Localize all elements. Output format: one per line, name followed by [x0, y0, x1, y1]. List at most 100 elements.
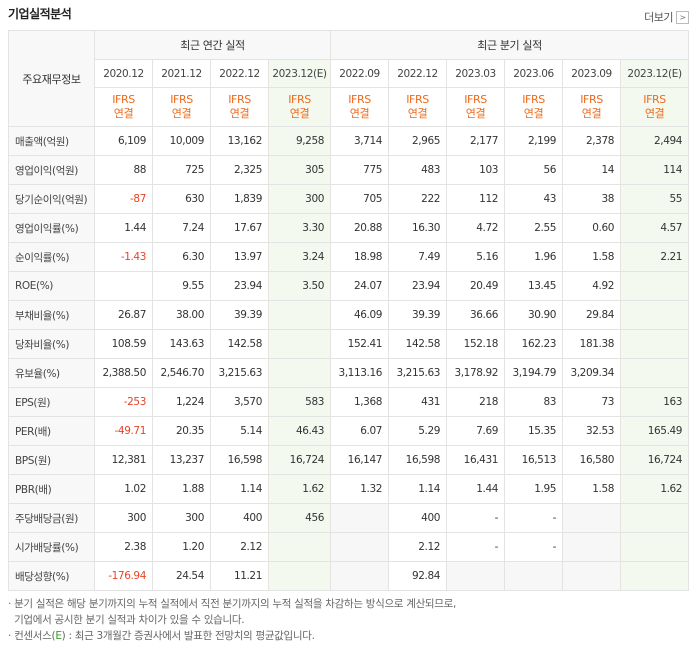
- table-row: ROE(%) 9.55 23.94 3.50 24.07 23.94 20.49 13.45 4…: [8, 271, 690, 301]
- annual-group-header: 최근 연간 실적: [93, 30, 332, 60]
- period-header: 2020.12: [94, 59, 153, 88]
- table-cell: 13,162: [210, 126, 269, 156]
- period-header: 2023.06: [504, 59, 564, 88]
- performance-table: 주요재무정보 최근 연간 실적 최근 분기 실적 2020.12 2021.12 2022…: [8, 30, 690, 591]
- table-cell: -: [504, 503, 564, 533]
- header-period-row: 2020.12 2021.12 2022.12 2023.12(E) 2022.09 20…: [9, 59, 690, 88]
- table-cell: 0.60: [562, 213, 622, 243]
- table-cell: 1.32: [330, 474, 390, 504]
- table-cell: 9.55: [152, 271, 211, 301]
- table-cell: 39.39: [210, 300, 269, 330]
- table-cell: 18.98: [330, 242, 390, 272]
- table-cell: 56: [504, 155, 564, 185]
- table-cell: 300: [152, 503, 211, 533]
- table-cell: 1.14: [388, 474, 448, 504]
- table-cell: 400: [388, 503, 448, 533]
- quarter-group-header: 최근 분기 실적: [330, 30, 690, 60]
- table-cell: 152.18: [446, 329, 506, 359]
- table-cell: -49.71: [94, 416, 153, 446]
- period-header: 2023.03: [446, 59, 506, 88]
- table-row: PBR(배) 1.02 1.88 1.14 1.62 1.32 1.14 1.44 1.95 1.…: [8, 474, 690, 504]
- accounting-standard: IFRS 연결: [152, 87, 211, 127]
- table-cell: 583: [267, 387, 332, 417]
- more-link[interactable]: 더보기 >: [644, 9, 689, 25]
- table-cell: 16.30: [388, 213, 448, 243]
- row-label: BPS(원): [8, 445, 95, 475]
- table-cell: 3,209.34: [562, 358, 622, 388]
- accounting-standard: IFRS 연결: [267, 87, 332, 127]
- table-row: PER(배) -49.71 20.35 5.14 46.43 6.07 5.29 7.69 15…: [8, 416, 690, 446]
- table-cell: 73: [562, 387, 622, 417]
- table-cell: 3.50: [267, 271, 332, 301]
- table-cell: [267, 358, 332, 388]
- table-cell: [330, 532, 390, 562]
- table-row: EPS(원) -253 1,224 3,570 583 1,368 431 218 83 73 16…: [8, 387, 690, 417]
- table-cell: 431: [388, 387, 448, 417]
- table-cell: 152.41: [330, 329, 390, 359]
- table-row: 순이익률(%) -1.43 6.30 13.97 3.24 18.98 7.49 5.16 1.…: [8, 242, 690, 272]
- table-cell: 32.53: [562, 416, 622, 446]
- table-cell: [267, 329, 332, 359]
- table-cell: 4.72: [446, 213, 506, 243]
- accounting-standard: IFRS 연결: [330, 87, 390, 127]
- section-title: 기업실적분석: [8, 7, 72, 21]
- table-cell: 3.24: [267, 242, 332, 272]
- table-row: 시가배당률(%) 2.38 1.20 2.12 2.12- -: [8, 532, 690, 562]
- table-cell: [446, 561, 506, 591]
- table-cell: 1.88: [152, 474, 211, 504]
- table-cell: 46.09: [330, 300, 390, 330]
- table-cell: 1.44: [94, 213, 153, 243]
- table-cell: 2,965: [388, 126, 448, 156]
- table-cell: 103: [446, 155, 506, 185]
- table-cell: 3,215.63: [388, 358, 448, 388]
- row-label: 주당배당금(원): [8, 503, 95, 533]
- table-cell: 2,177: [446, 126, 506, 156]
- row-label: 영업이익(억원): [8, 155, 95, 185]
- table-cell: -: [504, 532, 564, 562]
- table-cell: 114: [620, 155, 690, 185]
- chevron-right-icon: >: [676, 10, 689, 24]
- table-cell: 29.84: [562, 300, 622, 330]
- table-cell: [620, 271, 690, 301]
- table-cell: -1.43: [94, 242, 153, 272]
- table-cell: [620, 561, 690, 591]
- row-label: 매출액(억원): [8, 126, 95, 156]
- table-cell: 7.24: [152, 213, 211, 243]
- accounting-standard: IFRS 연결: [94, 87, 153, 127]
- table-cell: 92.84: [388, 561, 448, 591]
- row-label: PBR(배): [8, 474, 95, 504]
- table-cell: 6.30: [152, 242, 211, 272]
- table-cell: 1.96: [504, 242, 564, 272]
- table-cell: 6,109: [94, 126, 153, 156]
- accounting-standard: IFRS 연결: [620, 87, 690, 127]
- table-cell: 16,598: [388, 445, 448, 475]
- table-row: 당좌비율(%) 108.59 143.63 142.58 152.41 142.58 152…: [8, 329, 690, 359]
- table-cell: [620, 358, 690, 388]
- table-cell: 181.38: [562, 329, 622, 359]
- accounting-standard: IFRS 연결: [210, 87, 269, 127]
- table-cell: 3,570: [210, 387, 269, 417]
- period-header: 2023.12(E): [620, 59, 690, 88]
- table-cell: 16,598: [210, 445, 269, 475]
- table-cell: 143.63: [152, 329, 211, 359]
- footnote-3: · 컨센서스(E) : 최근 3개월간 증권사에서 발표한 전망치의 평균값입니…: [8, 630, 315, 642]
- accounting-standard: IFRS 연결: [504, 87, 564, 127]
- table-cell: -87: [94, 184, 153, 214]
- table-cell: 2,199: [504, 126, 564, 156]
- table-cell: 108.59: [94, 329, 153, 359]
- table-cell: 16,580: [562, 445, 622, 475]
- table-cell: 16,513: [504, 445, 564, 475]
- table-row: 배당성향(%) -176.94 24.54 11.21 92.84: [8, 561, 690, 591]
- table-cell: 3,714: [330, 126, 390, 156]
- row-label: 유보율(%): [8, 358, 95, 388]
- footnote-2: 기업에서 공시한 분기 실적과 차이가 있을 수 있습니다.: [8, 614, 245, 626]
- row-label: 영업이익률(%): [8, 213, 95, 243]
- footnotes: · 분기 실적은 해당 분기까지의 누적 실적에서 직전 분기까지의 누적 실적…: [8, 596, 456, 644]
- table-cell: 83: [504, 387, 564, 417]
- period-header: 2023.09: [562, 59, 622, 88]
- table-cell: 1,368: [330, 387, 390, 417]
- table-cell: 162.23: [504, 329, 564, 359]
- table-cell: 630: [152, 184, 211, 214]
- table-cell: 5.16: [446, 242, 506, 272]
